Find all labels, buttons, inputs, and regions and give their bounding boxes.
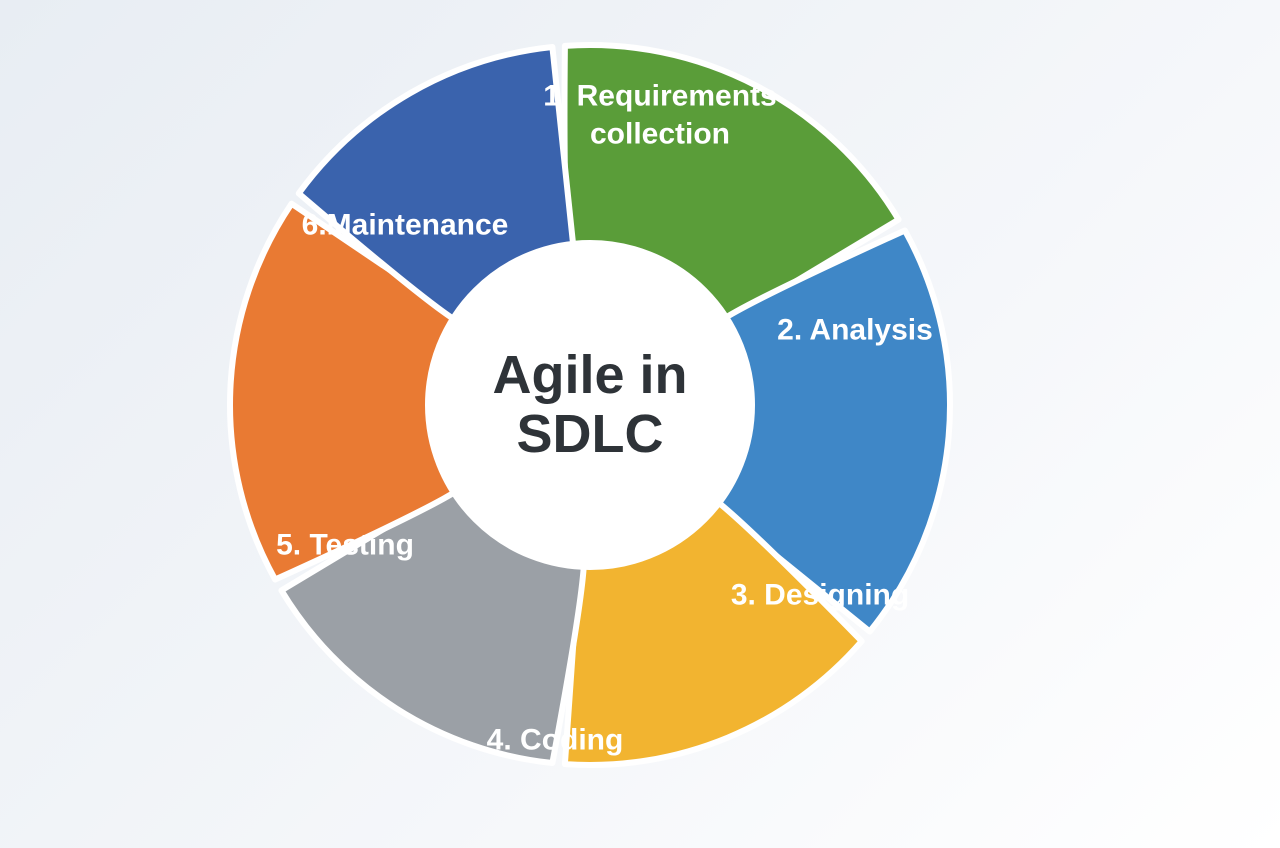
segment-label-analysis: 2. Analysis xyxy=(777,311,933,349)
segment-label-designing: 3. Designing xyxy=(731,576,909,614)
sdlc-cycle-diagram: Agile in SDLC 1. Requirements collection… xyxy=(0,0,1280,848)
segment-label-requirements: 1. Requirements collection xyxy=(543,78,776,153)
segment-label-coding: 4. Coding xyxy=(487,721,624,759)
segment-label-maintenance: 6.Maintenance xyxy=(302,206,509,244)
segment-label-testing: 5. Testing xyxy=(276,526,414,564)
center-title: Agile in SDLC xyxy=(435,346,745,465)
